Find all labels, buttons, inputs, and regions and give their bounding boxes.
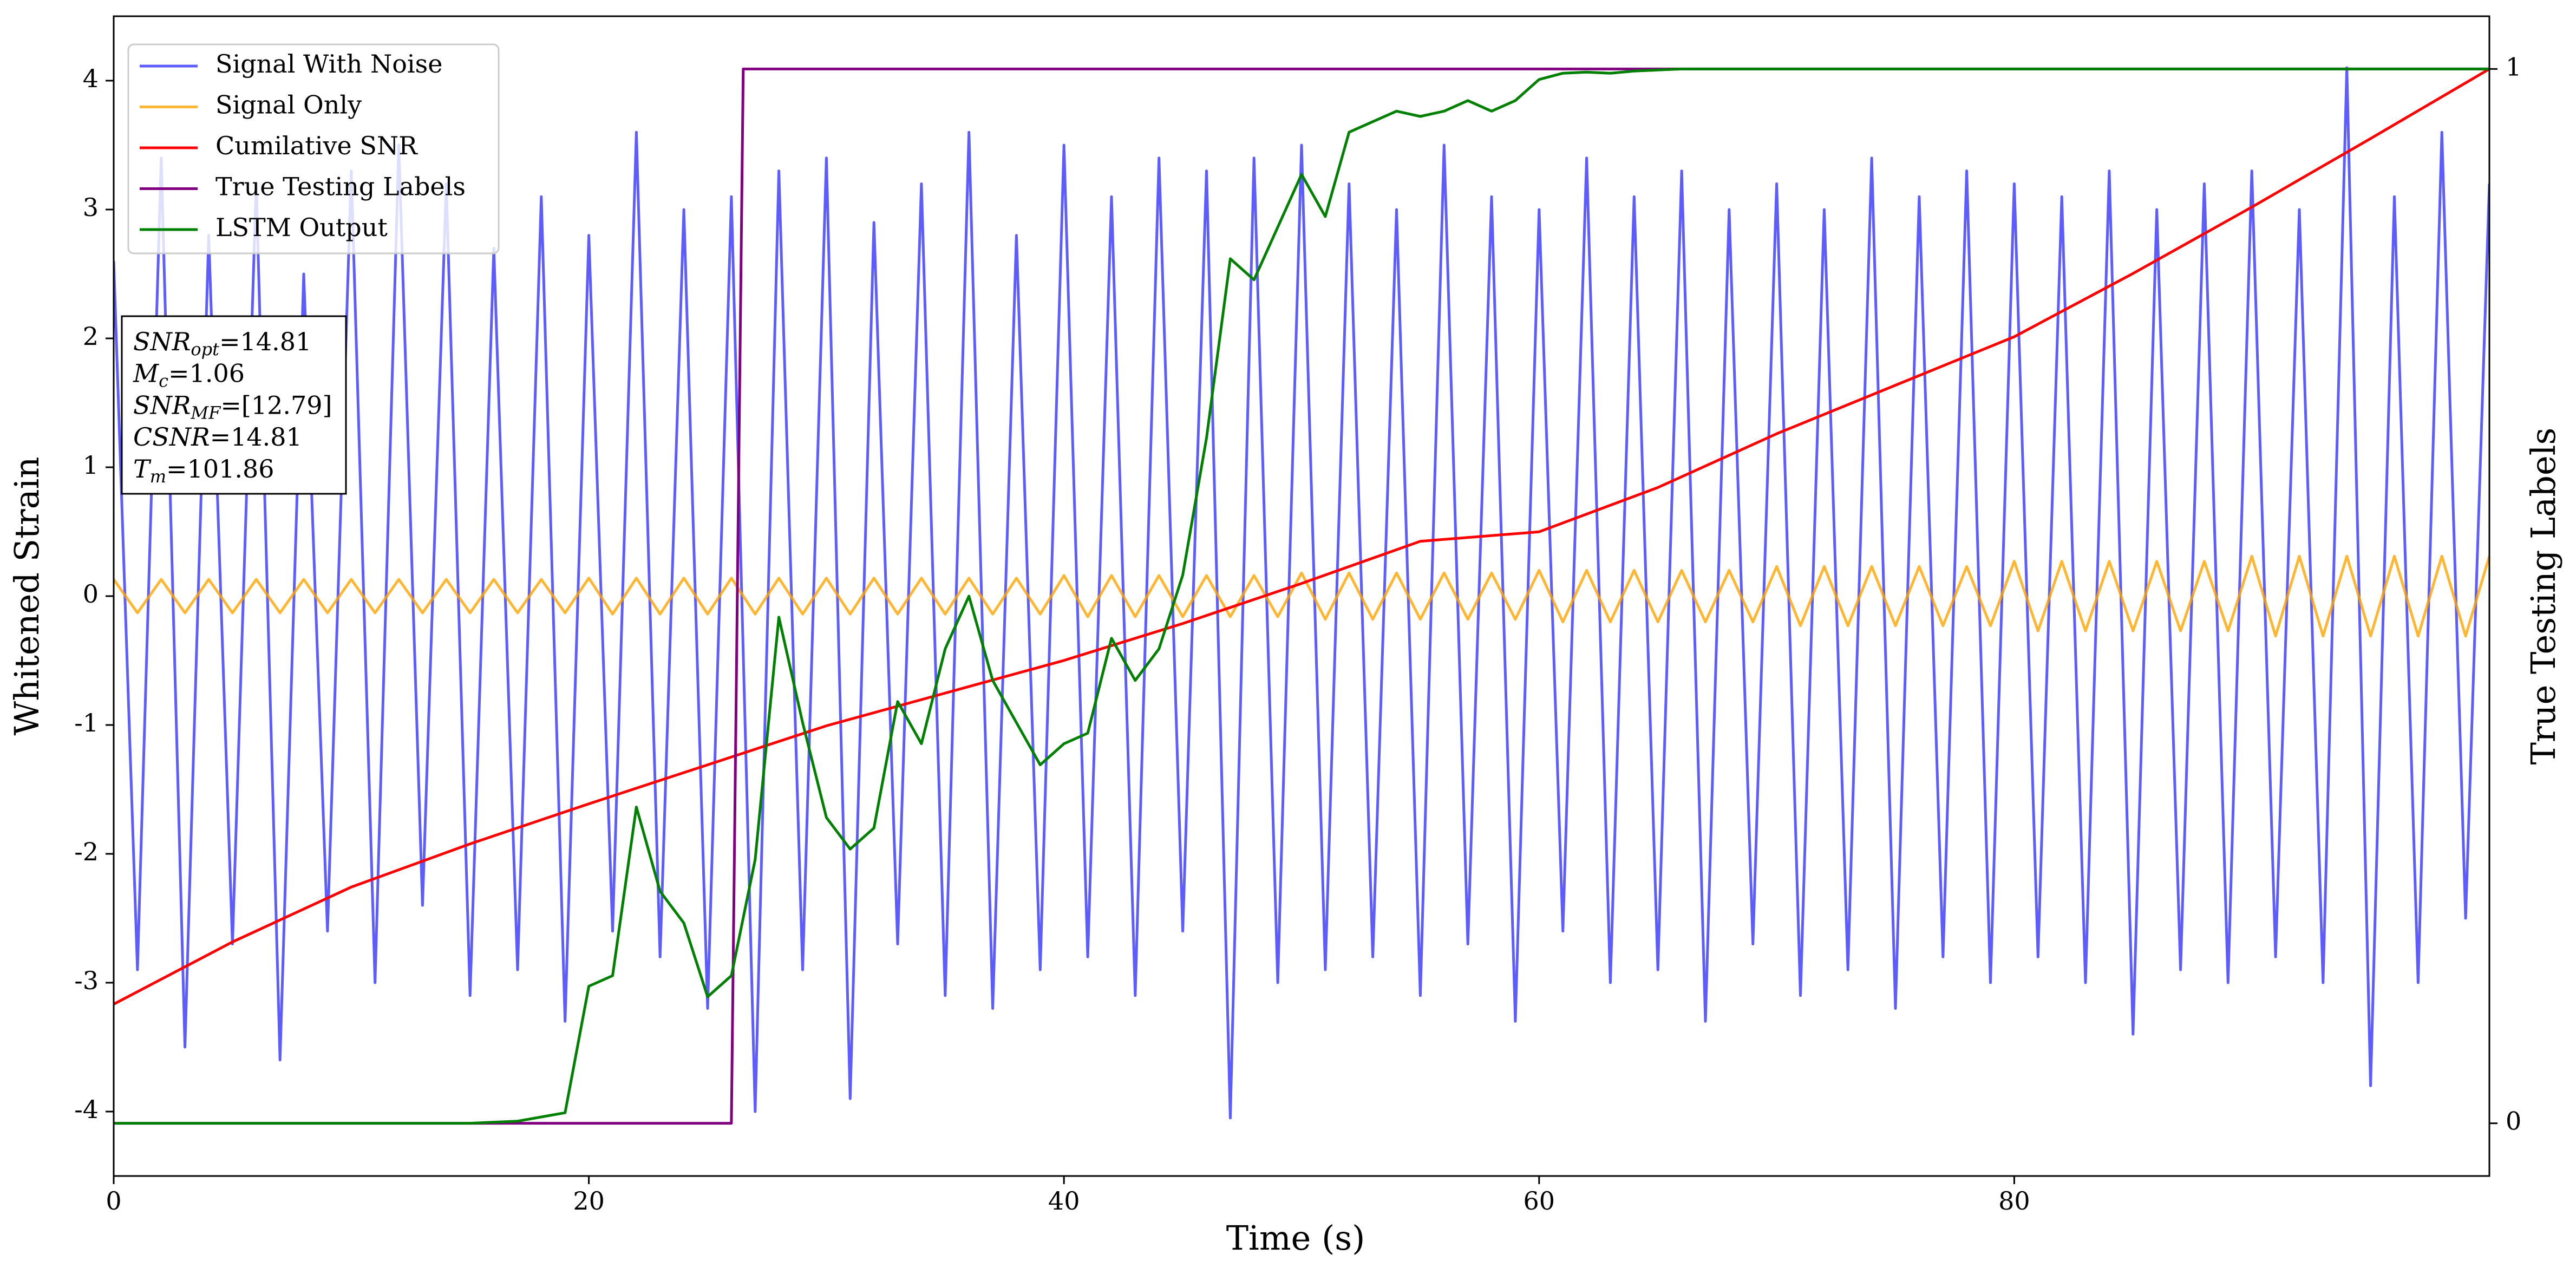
y-tick-label: 1 [83, 450, 99, 480]
y-tick-label: 4 [83, 64, 99, 93]
series-line [114, 66, 2489, 1120]
x-tick-label: 60 [1524, 1186, 1555, 1216]
y2-tick-label: 0 [2506, 1107, 2521, 1136]
annotation-line: CSNR=14.81 [133, 422, 302, 452]
series-line [114, 68, 2489, 1005]
annotation-subscript: m [150, 466, 166, 486]
y-tick-label: -4 [74, 1095, 99, 1124]
annotation-line: Mc=1.06 [133, 359, 245, 391]
legend-label: LSTM Output [215, 213, 388, 242]
legend-label: Signal With Noise [215, 49, 442, 79]
annotation-symbol: M [133, 359, 160, 388]
y-axis-label: Whitened Strain [7, 457, 47, 736]
y2-tick-label: 1 [2506, 52, 2521, 81]
legend-box [127, 43, 500, 254]
y-tick-label: -2 [74, 837, 99, 866]
annotation-value: =14.81 [219, 327, 311, 356]
annotation-line: SNRMF=[12.79] [133, 390, 332, 423]
annotation-line: Tm=101.86 [133, 454, 274, 487]
annotation-value: =14.81 [210, 422, 302, 452]
series-line [114, 67, 2489, 1125]
y-tick-label: -3 [74, 966, 99, 995]
annotation-symbol: SNR [133, 390, 191, 420]
annotation-symbol: SNR [133, 327, 191, 356]
annotation-subscript: opt [191, 339, 219, 360]
annotation-symbol: CSNR [133, 422, 210, 452]
series-line [114, 554, 2489, 638]
y-tick-label: 3 [83, 193, 99, 222]
y-tick-label: 0 [83, 579, 99, 609]
annotation-subscript: MF [190, 402, 221, 423]
annotation-value: =1.06 [168, 359, 245, 388]
plot-area [114, 66, 2489, 1125]
legend-label: True Testing Labels [215, 172, 466, 201]
legend: Signal With Noise Signal Only Cumilative S… [127, 43, 500, 254]
annotation-value: =101.86 [166, 454, 274, 484]
annotation-frame [121, 315, 347, 495]
legend-label: Signal Only [215, 90, 362, 120]
y-tick-label: 2 [83, 322, 99, 351]
legend-label: Cumilative SNR [215, 131, 418, 160]
y2-axis-label: True Testing Labels [2523, 428, 2563, 765]
annotation-subscript: c [159, 370, 168, 391]
annotation-box: SNRopt=14.81Mc=1.06SNRMF=[12.79]CSNR=14.… [121, 315, 347, 495]
x-tick-label: 40 [1048, 1186, 1080, 1216]
annotation-value: =[12.79] [220, 390, 332, 420]
annotation-line: SNRopt=14.81 [133, 327, 311, 360]
annotation-symbol: T [133, 454, 152, 484]
x-axis-label: Time (s) [1226, 1218, 1365, 1258]
x-tick-label: 20 [573, 1186, 605, 1216]
x-tick-label: 0 [106, 1186, 121, 1216]
x-tick-label: 80 [1998, 1186, 2030, 1216]
y-tick-label: -1 [74, 708, 99, 737]
